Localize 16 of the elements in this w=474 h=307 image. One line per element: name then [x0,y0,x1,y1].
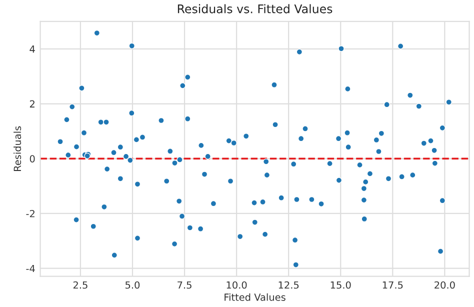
y-tick-label: 2 [30,100,34,108]
x-tick-label: 10.0 [226,281,247,289]
y-tick-label: -2 [26,210,34,218]
x-tick-label: 7.5 [178,281,192,289]
x-tick-label: 12.5 [278,281,299,289]
x-tick-label: 20.0 [434,281,455,289]
y-tick-label: -4 [26,264,35,272]
x-axis-title: Fitted Values [224,293,286,301]
chart-title: Residuals vs. Fitted Values [178,4,332,14]
x-tick-label: 2.5 [73,281,88,289]
y-tick-label: 0 [30,155,35,162]
x-tick-label: 17.5 [382,281,403,289]
y-axis-title: Residuals [14,126,22,171]
x-tick-label: 5.0 [126,281,140,289]
y-tick-label: 4 [30,46,35,53]
x-tick-label: 15.0 [330,281,351,289]
